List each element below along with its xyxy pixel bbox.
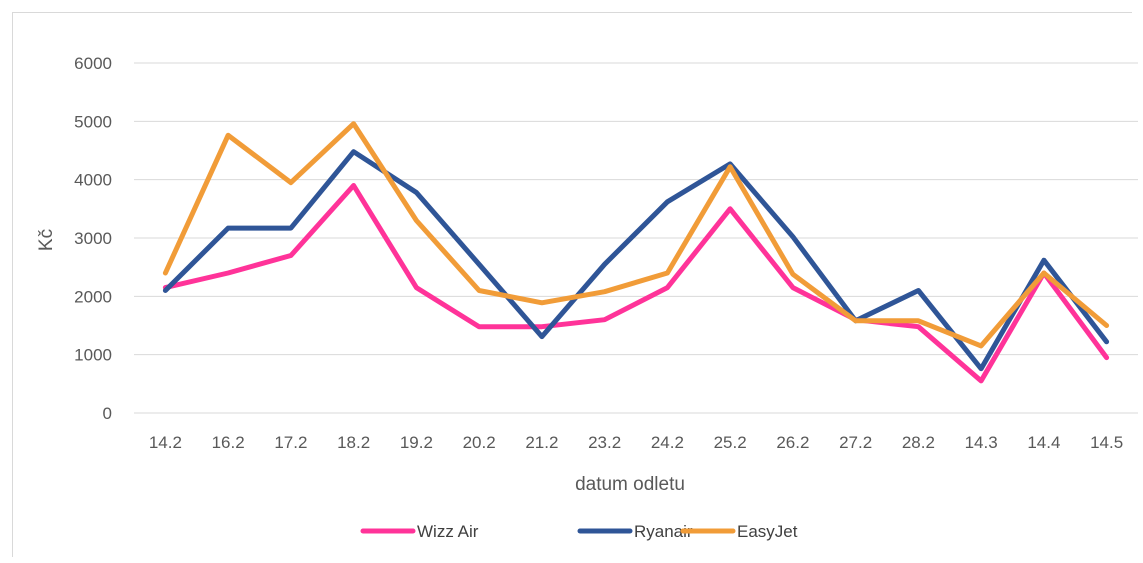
x-tick-label: 19.2 — [400, 433, 433, 452]
x-tick-label: 21.2 — [525, 433, 558, 452]
legend-item: Wizz Air — [360, 522, 479, 541]
series-line-ryanair — [162, 149, 1110, 372]
x-tick-label: 25.2 — [714, 433, 747, 452]
y-tick-label: 0 — [103, 404, 112, 423]
x-tick-label: 14.3 — [965, 433, 998, 452]
legend-item: EasyJet — [680, 522, 798, 541]
series-line-easyjet — [162, 121, 1110, 349]
x-tick-label: 23.2 — [588, 433, 621, 452]
x-tick-label: 17.2 — [274, 433, 307, 452]
y-tick-label: 1000 — [74, 346, 112, 365]
series-line-wizz-air — [162, 183, 1110, 384]
x-tick-label: 18.2 — [337, 433, 370, 452]
y-axis-title: Kč — [36, 229, 57, 251]
x-tick-label: 16.2 — [212, 433, 245, 452]
y-tick-label: 2000 — [74, 287, 112, 306]
legend-label: Wizz Air — [417, 522, 479, 541]
series-lines — [162, 121, 1110, 384]
legend-item: Ryanair — [577, 522, 693, 541]
x-tick-label: 24.2 — [651, 433, 684, 452]
x-tick-label: 27.2 — [839, 433, 872, 452]
x-tick-label: 20.2 — [463, 433, 496, 452]
x-tick-label: 28.2 — [902, 433, 935, 452]
x-axis-ticks: 14.2 16.2 17.2 18.2 19.2 20.2 21.2 23.2 24.2 25.2… — [149, 433, 1123, 452]
x-tick-label: 26.2 — [776, 433, 809, 452]
x-tick-label: 14.2 — [149, 433, 182, 452]
y-tick-label: 3000 — [74, 229, 112, 248]
legend-label: EasyJet — [737, 522, 798, 541]
y-tick-label: 4000 — [74, 171, 112, 190]
x-axis-title: datum odletu — [575, 474, 685, 495]
x-tick-label: 14.4 — [1027, 433, 1060, 452]
legend-label: Ryanair — [634, 522, 693, 541]
y-tick-label: 6000 — [74, 54, 112, 73]
y-axis-ticks: 0 1000 2000 3000 4000 5000 6000 — [74, 54, 112, 423]
legend: Wizz Air Ryanair EasyJet — [360, 522, 798, 541]
y-tick-label: 5000 — [74, 112, 112, 131]
chart-frame — [12, 12, 1132, 557]
x-tick-label: 14.5 — [1090, 433, 1123, 452]
